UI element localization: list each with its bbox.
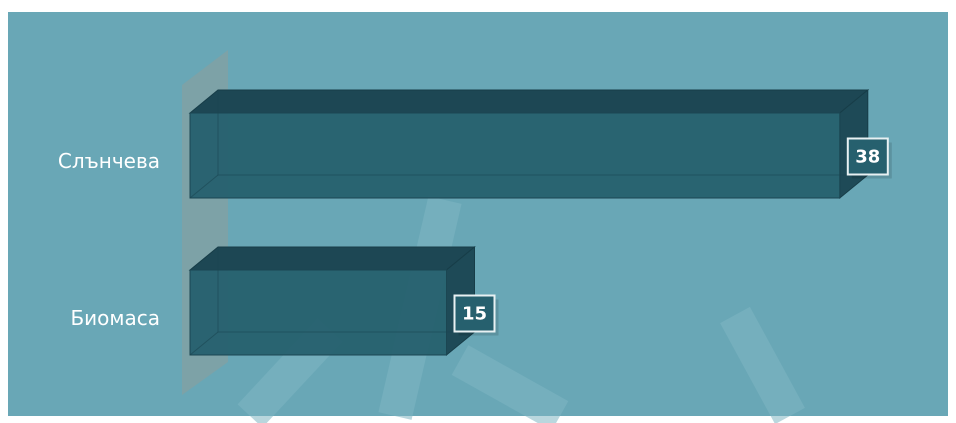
bar-top — [188, 246, 476, 271]
bar — [189, 112, 841, 199]
bar-depth-edge — [189, 331, 219, 356]
value-label-box — [846, 137, 889, 176]
chart-background — [8, 12, 948, 416]
category-label: Биомаса — [70, 306, 160, 330]
value-label: 15 — [462, 304, 487, 325]
bar-depth-edge — [189, 174, 219, 199]
value-label: 38 — [855, 147, 880, 168]
bar-top — [188, 89, 870, 114]
category-label: Слънчева — [58, 149, 160, 173]
value-label-box — [453, 294, 496, 333]
bar — [189, 269, 447, 356]
